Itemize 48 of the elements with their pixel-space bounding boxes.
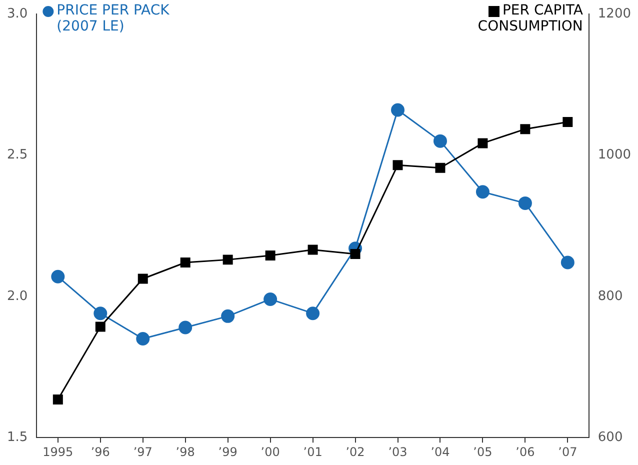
point bbox=[350, 249, 360, 260]
x-tick-label: ’07 bbox=[558, 444, 578, 459]
point bbox=[136, 332, 150, 346]
point bbox=[264, 292, 278, 306]
point bbox=[518, 196, 532, 210]
x-tick-label: 1995 bbox=[42, 444, 74, 459]
point bbox=[138, 274, 148, 284]
x-tick-label: ’00 bbox=[260, 444, 280, 459]
y2-tick-label: 800 bbox=[598, 288, 623, 304]
x-tick-label: ’06 bbox=[516, 444, 535, 459]
point bbox=[476, 185, 490, 199]
y-tick-label: 1.5 bbox=[6, 430, 28, 445]
point bbox=[221, 309, 235, 323]
point bbox=[265, 250, 276, 260]
point bbox=[562, 117, 573, 128]
legend-label: PRICE PER PACK (2007 LE) bbox=[56, 2, 170, 35]
x-tick-label: ’02 bbox=[346, 444, 365, 459]
x-tick-label: ’05 bbox=[473, 444, 492, 459]
point bbox=[391, 103, 405, 117]
y-tick-label: 3.0 bbox=[6, 6, 28, 22]
point bbox=[180, 258, 190, 268]
point bbox=[433, 134, 447, 148]
legend-label: PER CAPITA CONSUMPTION bbox=[478, 2, 584, 35]
x-tick-label: ’96 bbox=[90, 444, 110, 459]
y-tick-label: 2.5 bbox=[6, 148, 28, 163]
x-tick-label: ’99 bbox=[218, 444, 238, 459]
point bbox=[222, 254, 233, 265]
x-tick-label: ’98 bbox=[176, 444, 195, 459]
x-tick-label: ’04 bbox=[430, 444, 450, 459]
y2-tick-label: 600 bbox=[598, 430, 623, 445]
point bbox=[392, 160, 403, 170]
x-tick-label: ’01 bbox=[303, 444, 322, 459]
y2-tick-label: 1200 bbox=[598, 6, 632, 22]
point bbox=[95, 322, 106, 332]
point bbox=[94, 306, 108, 320]
point bbox=[308, 244, 318, 255]
point bbox=[51, 270, 65, 284]
x-tick-label: ’97 bbox=[133, 444, 152, 459]
y2-tick-label: 1000 bbox=[598, 148, 632, 163]
point bbox=[560, 256, 574, 270]
point bbox=[435, 162, 446, 173]
point bbox=[520, 124, 530, 134]
point bbox=[52, 394, 63, 404]
y-tick-label: 2.0 bbox=[6, 288, 28, 304]
point bbox=[178, 320, 192, 334]
x-tick-label: ’03 bbox=[388, 444, 408, 459]
point bbox=[478, 138, 488, 148]
point bbox=[306, 306, 320, 320]
